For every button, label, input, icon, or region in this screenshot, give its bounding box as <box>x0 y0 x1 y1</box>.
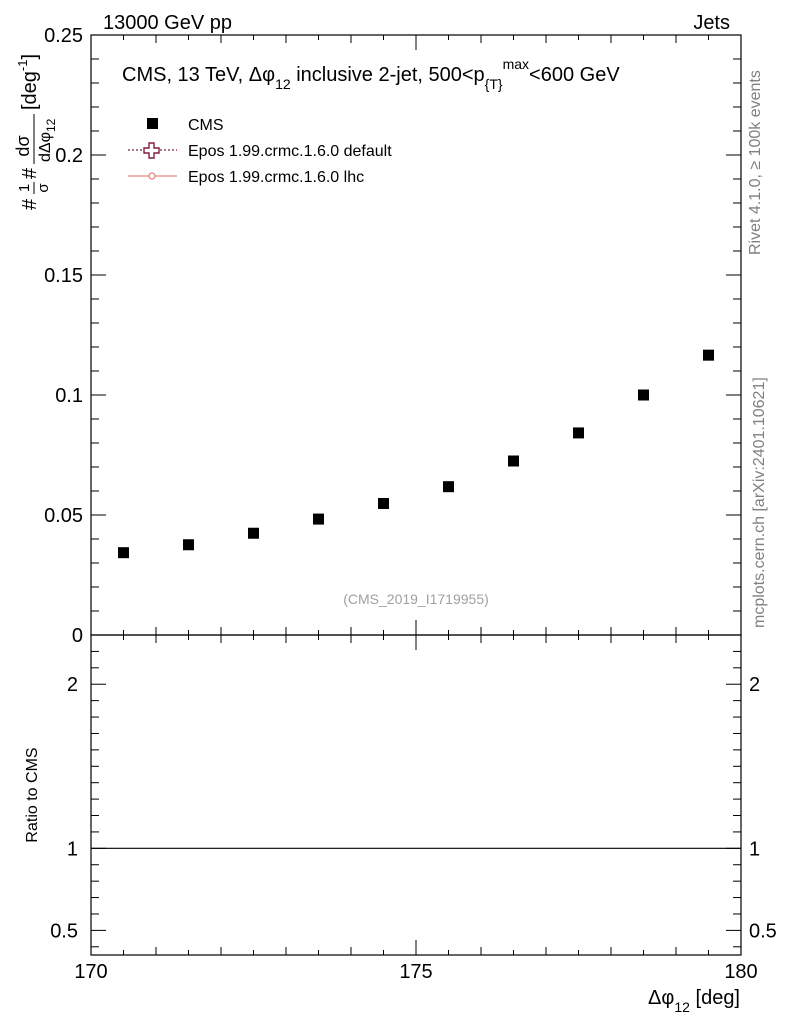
x-axis-label: Δφ12 [deg] <box>648 987 740 1015</box>
svg-text:[deg-1]: [deg-1] <box>15 54 41 110</box>
x-tick-label: 180 <box>724 961 757 983</box>
legend-label-cms: CMS <box>188 117 224 134</box>
svg-text:dΔφ12: dΔφ12 <box>37 118 58 162</box>
cms-data-point <box>703 349 714 361</box>
header-jets-label: Jets <box>693 12 730 34</box>
main-y-axis-label: # 1 σ # dσ dΔφ12 [deg-1] <box>13 54 58 210</box>
svg-text:dσ: dσ <box>13 135 33 156</box>
legend-marker-epos-lhc <box>148 172 156 180</box>
legend-marker-epos-default <box>143 142 160 159</box>
cms-data-point <box>573 427 584 439</box>
svg-text:#: # <box>19 198 41 210</box>
cms-data-point <box>443 481 454 493</box>
legend-entry-cms: CMS <box>147 117 224 134</box>
legend-marker-cms <box>147 118 158 129</box>
legend-label-epos-lhc: Epos 1.99.crmc.1.6.0 lhc <box>188 169 364 186</box>
cms-data-points <box>118 349 714 559</box>
rivet-version-label: Rivet 4.1.0, ≥ 100k events <box>747 70 764 255</box>
cms-data-point <box>313 513 324 525</box>
plot-title: CMS, 13 TeV, Δφ12 inclusive 2-jet, 500<p… <box>122 56 620 92</box>
ratio-y-tick-label-left: 0.5 <box>50 920 78 942</box>
y-tick-label: 0.25 <box>44 25 83 47</box>
y-tick-label: 0.2 <box>55 145 83 167</box>
ratio-y-tick-label-right: 0.5 <box>749 920 777 942</box>
y-tick-label: 0 <box>72 625 83 647</box>
cms-data-point <box>118 547 129 559</box>
ratio-y-tick-label-right: 1 <box>749 838 760 860</box>
legend: CMS Epos 1.99.crmc.1.6.0 default Epos 1.… <box>128 117 392 186</box>
svg-text:#: # <box>19 167 41 179</box>
main-panel-ticks <box>90 34 742 636</box>
ratio-y-tick-label-left: 1 <box>67 838 78 860</box>
y-tick-label: 0.15 <box>44 265 83 287</box>
cms-data-point <box>378 497 389 509</box>
ratio-y-tick-label-right: 2 <box>749 674 760 696</box>
main-y-tick-labels: 0 0.05 0.1 0.15 0.2 0.25 <box>44 25 83 647</box>
ratio-panel-ticks <box>90 635 742 955</box>
analysis-id-label: (CMS_2019_I1719955) <box>343 591 489 607</box>
legend-entry-epos-default: Epos 1.99.crmc.1.6.0 default <box>128 142 392 160</box>
ratio-panel-frame <box>90 634 742 956</box>
y-tick-label: 0.05 <box>44 505 83 527</box>
ratio-y-axis-label: Ratio to CMS <box>24 747 41 842</box>
header-energy-label: 13000 GeV pp <box>103 12 232 34</box>
x-tick-labels: 170 175 180 <box>74 961 757 983</box>
ratio-y-tick-labels: 0.5 0.5 1 1 2 2 <box>50 674 777 942</box>
cms-data-point <box>248 527 259 539</box>
y-tick-label: 0.1 <box>55 385 83 407</box>
cms-data-point <box>508 455 519 467</box>
mcplots-label: mcplots.cern.ch [arXiv:2401.10621] <box>751 377 768 628</box>
svg-text:1: 1 <box>16 184 33 192</box>
svg-text:σ: σ <box>35 183 52 193</box>
cms-data-point <box>183 539 194 551</box>
legend-entry-epos-lhc: Epos 1.99.crmc.1.6.0 lhc <box>128 169 364 186</box>
cms-data-point <box>638 389 649 401</box>
x-tick-label: 170 <box>74 961 107 983</box>
x-tick-label: 175 <box>399 961 432 983</box>
legend-label-epos-default: Epos 1.99.crmc.1.6.0 default <box>188 143 392 160</box>
ratio-y-tick-label-left: 2 <box>67 674 78 696</box>
